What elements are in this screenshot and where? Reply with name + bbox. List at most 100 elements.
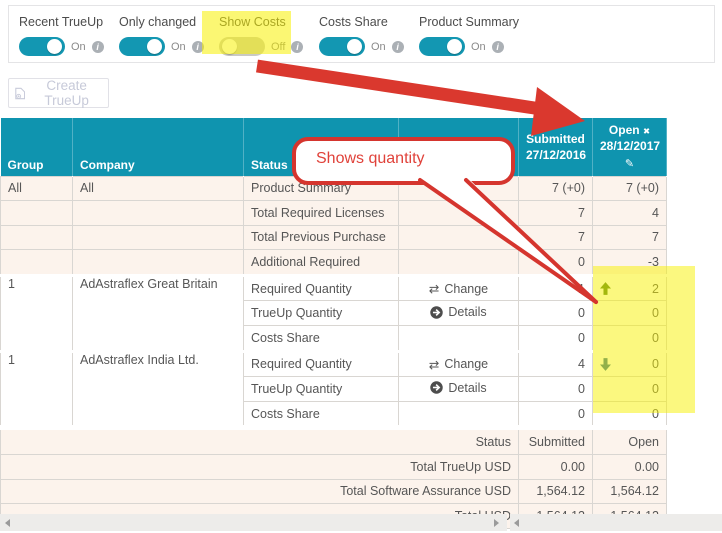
toggle-group-costs-share: Costs Share On i (319, 15, 404, 56)
group-cell (0, 224, 73, 251)
info-icon[interactable]: i (391, 40, 404, 53)
toggle-group-show-costs: Show Costs Off i (219, 15, 304, 56)
status-cell: TrueUp Quantity (243, 376, 399, 402)
open-value: 7 (+0) (592, 175, 667, 202)
recent-trueup-toggle[interactable] (19, 37, 65, 56)
details-label: Details (448, 380, 487, 395)
table-row-in-costs-share: Costs Share 0 0 (1, 400, 667, 429)
action-cell (398, 175, 519, 202)
toggle-group-product-summary: Product Summary On i (419, 15, 519, 56)
close-column-icon[interactable]: ✖ (642, 127, 651, 137)
horizontal-scrollbar-left[interactable] (0, 514, 507, 531)
scroll-left-icon[interactable] (514, 518, 519, 527)
submitted-status: Submitted (518, 425, 593, 456)
open-value: 7 (592, 224, 667, 251)
show-costs-toggle[interactable] (219, 37, 265, 56)
table-header-row: Group Company Status Submitted 27/12/201… (0, 118, 667, 176)
status-cell: Required Quantity (243, 349, 399, 378)
info-icon[interactable]: i (91, 40, 104, 53)
column-header-open: Open ✖ 28/12/2017 ✎ (592, 118, 667, 176)
submitted-value: 0 (518, 400, 593, 429)
toggle-panel: Recent TrueUp On i Only changed On i Sho… (8, 5, 715, 63)
action-cell (398, 200, 519, 226)
submitted-value: 7 (518, 200, 593, 226)
info-icon[interactable]: i (291, 40, 304, 53)
toggle-label: Only changed (119, 15, 197, 29)
open-status: Open (592, 425, 667, 456)
toggle-label: Show Costs (219, 15, 286, 29)
toggle-state: On (71, 40, 86, 53)
group-cell: 1 (0, 349, 73, 429)
column-header-status: Status (243, 118, 399, 176)
change-link[interactable]: ⇄ Change (429, 281, 488, 296)
footer-label: Total Software Assurance USD (0, 478, 519, 505)
trueup-table: Group Company Status Submitted 27/12/201… (0, 118, 667, 529)
action-cell (398, 249, 519, 276)
action-cell (398, 325, 519, 352)
status-cell: Required Quantity (243, 273, 399, 302)
change-label: Change (444, 357, 489, 372)
status-cell: Additional Required (243, 249, 399, 276)
toggle-knob (447, 39, 462, 54)
toggle-knob (47, 39, 62, 54)
toggle-knob (222, 39, 237, 54)
status-cell: TrueUp Quantity (243, 300, 399, 327)
table-row-additional-required: Additional Required 0 -3 (0, 249, 667, 276)
open-value: -3 (592, 249, 667, 276)
company-cell: AdAstraflex India Ltd. (72, 349, 244, 429)
table-row-total-trueup-usd: Total TrueUp USD 0.00 0.00 (0, 454, 667, 480)
open-value: 0 (592, 400, 667, 429)
horizontal-scrollbar-right[interactable] (510, 514, 722, 531)
submitted-value: 0 (518, 249, 593, 276)
submitted-date: 27/12/2016 (526, 147, 587, 162)
status-cell: Total Required Licenses (243, 200, 399, 226)
toggle-label: Recent TrueUp (19, 15, 104, 29)
toggle-group-only-changed: Only changed On i (119, 15, 204, 56)
change-link[interactable]: ⇄ Change (429, 357, 488, 372)
details-link[interactable]: Details (430, 380, 487, 395)
status-cell: Costs Share (243, 325, 399, 352)
document-plus-icon (15, 87, 26, 99)
open-value: 0 (592, 325, 667, 352)
edit-icon[interactable]: ✎ (624, 156, 635, 170)
create-trueup-button[interactable]: Create TrueUp (8, 78, 109, 108)
only-changed-toggle[interactable] (119, 37, 165, 56)
toggle-state: On (171, 40, 186, 53)
group-cell (0, 249, 73, 276)
info-icon[interactable]: i (491, 40, 504, 53)
info-icon[interactable]: i (191, 40, 204, 53)
toggle-state: On (371, 40, 386, 53)
product-summary-toggle[interactable] (419, 37, 465, 56)
costs-share-toggle[interactable] (319, 37, 365, 56)
arrow-up-icon (600, 282, 611, 296)
arrow-down-icon (600, 358, 611, 371)
toggle-label: Costs Share (319, 15, 388, 29)
open-value-cell: 0 (592, 349, 667, 378)
scroll-right-icon[interactable] (494, 518, 499, 527)
toggle-state: Off (271, 40, 286, 53)
column-header-action (398, 118, 519, 176)
open-value-cell: 2 (592, 273, 667, 302)
footer-label: Status (0, 425, 519, 456)
open-date: 28/12/2017 (600, 139, 661, 154)
change-arrows-icon: ⇄ (428, 356, 440, 372)
footer-label: Total TrueUp USD (0, 454, 519, 480)
scroll-left-icon[interactable] (5, 518, 10, 527)
open-value: 0.00 (592, 454, 667, 480)
company-cell (72, 200, 244, 226)
open-value: 0 (592, 300, 667, 327)
details-circle-arrow-icon (430, 381, 444, 395)
open-value: 2 (652, 281, 659, 296)
open-label: Open (608, 123, 640, 137)
column-header-submitted: Submitted 27/12/2016 (518, 118, 593, 176)
company-cell: All (72, 175, 244, 202)
submitted-value: 7 (+0) (518, 175, 593, 202)
toggle-knob (347, 39, 362, 54)
open-value: 1,564.12 (592, 478, 667, 505)
submitted-value: 0 (518, 325, 593, 352)
details-link[interactable]: Details (430, 305, 487, 319)
submitted-value: 0 (518, 376, 593, 402)
table-row-in-required: 1 AdAstraflex India Ltd. Required Quanti… (0, 349, 667, 429)
toggle-label: Product Summary (419, 15, 520, 29)
open-value: 4 (592, 200, 667, 226)
